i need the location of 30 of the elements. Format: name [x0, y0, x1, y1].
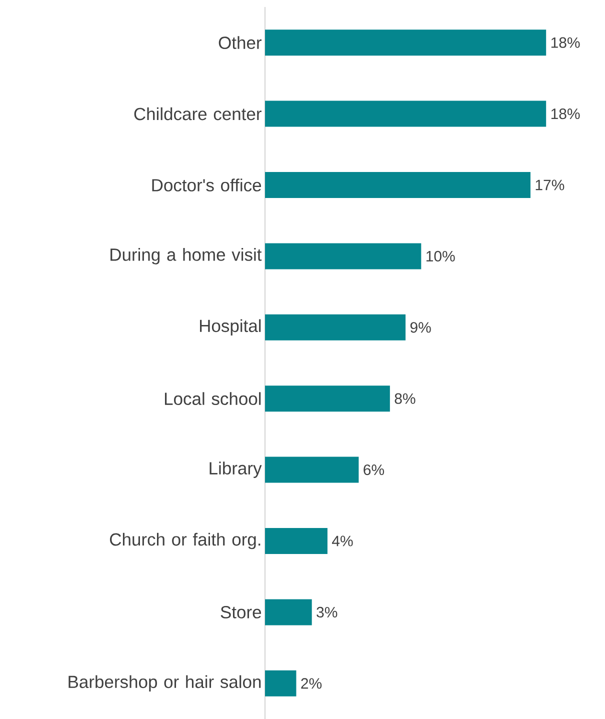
bar	[265, 670, 296, 696]
bar	[265, 100, 546, 127]
bar	[265, 456, 359, 483]
y-tick-label: Childcare center	[134, 107, 262, 120]
y-tick-label: Other	[218, 36, 262, 50]
y-tick-label: Hospital	[200, 319, 261, 336]
y-tick-label: Barbershop or hair salon	[68, 675, 261, 692]
bar	[265, 314, 406, 340]
y-tick-label: Doctor's office	[152, 178, 262, 192]
bar	[265, 30, 546, 56]
bar	[265, 528, 328, 554]
bar	[265, 172, 530, 198]
data-label: 9%	[410, 322, 431, 333]
y-tick-label: Local school	[164, 392, 261, 406]
bar	[265, 599, 312, 626]
bar	[265, 386, 390, 412]
data-label: 8%	[394, 393, 416, 404]
data-label: 18%	[551, 37, 580, 48]
data-label: 10%	[426, 250, 455, 262]
data-label: 18%	[551, 108, 580, 120]
data-label: 17%	[536, 180, 564, 190]
y-tick-label: Church or faith org.	[110, 532, 260, 550]
y-tick-label: Store	[220, 606, 262, 618]
bar	[265, 243, 422, 270]
data-label: 4%	[332, 536, 353, 546]
data-label: 2%	[301, 678, 322, 689]
y-tick-label: During a home visit	[110, 248, 262, 264]
data-label: 3%	[316, 606, 338, 618]
data-label: 6%	[364, 464, 384, 476]
y-tick-label: Library	[210, 462, 262, 478]
